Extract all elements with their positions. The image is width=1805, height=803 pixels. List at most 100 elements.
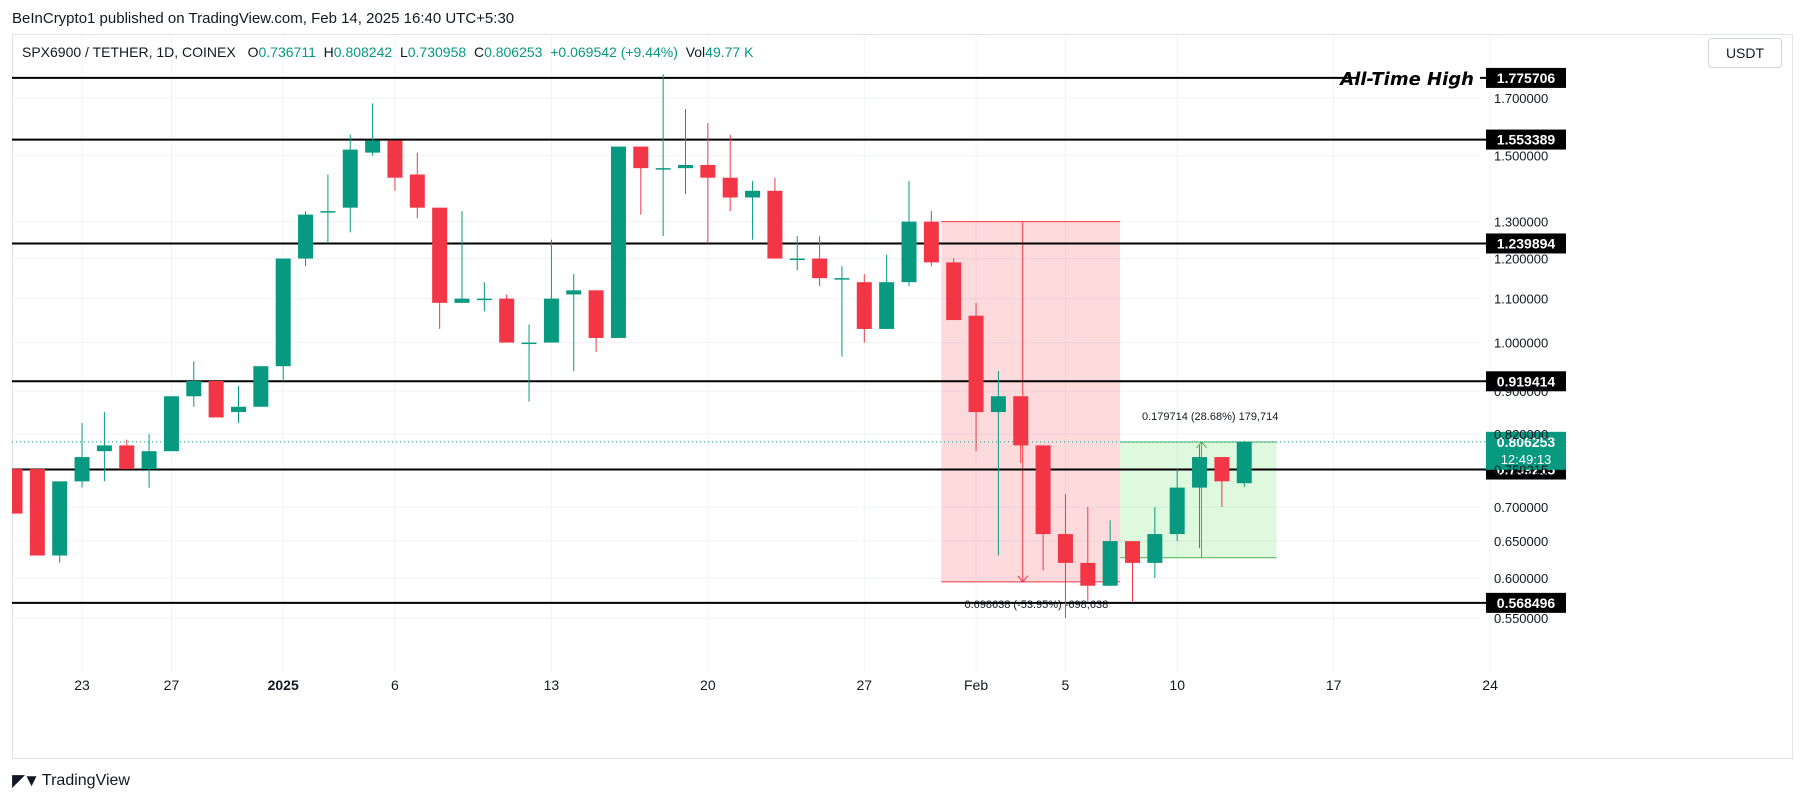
price-tick-label: 1.200000 bbox=[1494, 252, 1548, 267]
candle-body bbox=[633, 146, 649, 169]
candle-body bbox=[1236, 441, 1252, 484]
time-tick-label: 5 bbox=[1062, 677, 1070, 693]
candle-body bbox=[990, 396, 1006, 413]
open-label: O bbox=[247, 44, 259, 60]
level-price-label: 1.775706 bbox=[1497, 70, 1556, 86]
level-lines: 1.775706 All-Time High 1.553389 1.239894 0.9… bbox=[12, 65, 1566, 613]
price-tick-label: 0.550000 bbox=[1494, 611, 1548, 626]
candle-body bbox=[789, 258, 805, 261]
candle-body bbox=[968, 315, 984, 413]
candle-body bbox=[74, 457, 90, 482]
tradingview-logo-text: TradingView bbox=[41, 772, 130, 789]
time-tick-label: 10 bbox=[1169, 677, 1185, 693]
price-axis: 0.550000 0.600000 0.650000 0.700000 0.759215… bbox=[1494, 91, 1548, 626]
candle-body bbox=[1147, 534, 1163, 563]
close-label: C bbox=[473, 44, 485, 60]
candle-body bbox=[141, 451, 157, 470]
candle-body bbox=[521, 342, 537, 345]
candle-body bbox=[566, 290, 582, 295]
candle-body bbox=[52, 481, 68, 556]
candle-body bbox=[1057, 534, 1073, 563]
candle-body bbox=[879, 282, 895, 329]
price-tick-label: 0.600000 bbox=[1494, 571, 1548, 586]
publish-info: BeInCrypto1 published on TradingView.com… bbox=[12, 10, 515, 27]
candle-body bbox=[812, 258, 828, 279]
measure-arrowhead bbox=[1017, 575, 1029, 583]
candle-body bbox=[432, 207, 448, 303]
candle-body bbox=[476, 298, 492, 301]
tradingview-logo[interactable]: ◤▼ TradingView bbox=[12, 771, 130, 791]
candle-body bbox=[1192, 457, 1208, 488]
symbol-name[interactable]: SPX6900 / TETHER, 1D, COINEX bbox=[22, 44, 236, 60]
price-tick-label: 1.000000 bbox=[1494, 336, 1548, 351]
candle-body bbox=[588, 290, 604, 338]
price-tick-label: 0.650000 bbox=[1494, 534, 1548, 549]
candle-body bbox=[1035, 445, 1051, 535]
candle-body bbox=[1125, 541, 1140, 563]
time-tick-label: 23 bbox=[74, 677, 90, 693]
price-tick-label: 0.759215 bbox=[1494, 463, 1548, 478]
candle-body bbox=[700, 164, 716, 178]
volume-label: Vol bbox=[685, 44, 706, 60]
rise-measure-label: 0.179714 (28.68%) 179,714 bbox=[1142, 411, 1278, 423]
candle-body bbox=[163, 396, 179, 452]
grid bbox=[12, 35, 1491, 672]
candle-body bbox=[342, 149, 358, 208]
candle-body bbox=[119, 445, 135, 470]
volume-value: 49.77 K bbox=[705, 44, 754, 60]
candle-body bbox=[1013, 396, 1029, 446]
candle-body bbox=[722, 177, 738, 198]
price-tick-label: 1.500000 bbox=[1494, 149, 1548, 164]
high-label: H bbox=[323, 44, 334, 60]
candle-body bbox=[1169, 487, 1185, 535]
candle-body bbox=[923, 221, 939, 263]
candle-body bbox=[1102, 541, 1118, 586]
last-price-label: 0.806253 bbox=[1497, 434, 1556, 450]
candle-body bbox=[12, 469, 23, 514]
candle-body bbox=[29, 469, 45, 556]
level-price-label: 0.919414 bbox=[1497, 373, 1556, 389]
candle-body bbox=[365, 140, 381, 153]
candle-body bbox=[543, 298, 559, 343]
candle-body bbox=[745, 190, 761, 198]
candle-body bbox=[767, 190, 783, 259]
countdown-label: 12:49:13 bbox=[1501, 452, 1552, 467]
low-label: L bbox=[399, 44, 408, 60]
candle-body bbox=[655, 168, 671, 170]
candle-body bbox=[1080, 562, 1096, 586]
candle-body bbox=[454, 298, 470, 303]
ath-label-bg bbox=[1358, 65, 1480, 90]
price-tick-label: 0.900000 bbox=[1494, 384, 1548, 399]
tradingview-logo-icon: ◤▼ bbox=[12, 771, 40, 790]
change-value: +0.069542 (+9.44%) bbox=[550, 44, 678, 60]
level-price-box bbox=[1486, 371, 1566, 392]
last-price-box bbox=[1486, 431, 1566, 470]
high-value: 0.808242 bbox=[333, 44, 393, 60]
price-tick-label: 0.820000 bbox=[1494, 427, 1548, 442]
candle-body bbox=[834, 278, 850, 280]
candle-body bbox=[610, 146, 626, 338]
ath-annotation: All-Time High bbox=[1338, 69, 1474, 90]
candle-body bbox=[499, 298, 515, 343]
candle-body bbox=[208, 380, 224, 418]
level-price-label: 0.568496 bbox=[1497, 595, 1556, 611]
price-tick-label: 0.700000 bbox=[1494, 500, 1548, 515]
close-value: 0.806253 bbox=[484, 44, 543, 60]
candle-body bbox=[275, 258, 291, 367]
symbol-legend: SPX6900 / TETHER, 1D, COINEX O0.736711 H… bbox=[22, 44, 753, 60]
candle-body bbox=[298, 214, 314, 259]
level-price-box bbox=[1486, 129, 1566, 150]
currency-button[interactable]: USDT bbox=[1708, 38, 1782, 68]
candle-body bbox=[856, 282, 872, 329]
time-axis: 23 27 2025 6 13 20 27 Feb 5 10 17 24 bbox=[74, 677, 1498, 693]
open-value: 0.736711 bbox=[258, 44, 316, 60]
candle-body bbox=[901, 221, 917, 283]
time-tick-label: 20 bbox=[700, 677, 716, 693]
candle-body bbox=[387, 140, 403, 178]
level-price-box bbox=[1486, 233, 1566, 254]
chart-frame bbox=[12, 34, 1793, 759]
price-tick-label: 1.300000 bbox=[1494, 215, 1548, 230]
candle-body bbox=[678, 164, 693, 169]
price-tick-label: 1.700000 bbox=[1494, 91, 1548, 106]
